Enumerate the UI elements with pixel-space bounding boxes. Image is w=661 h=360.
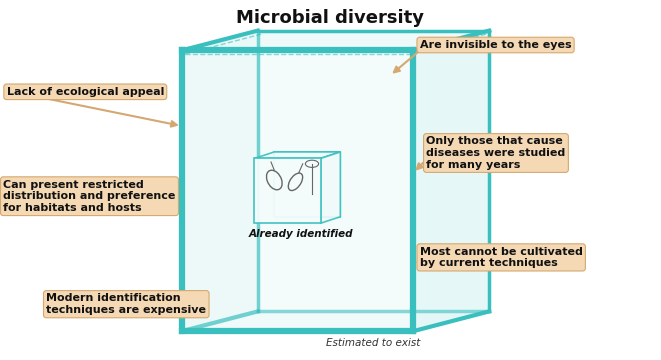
- Polygon shape: [258, 31, 489, 311]
- Polygon shape: [274, 152, 340, 217]
- Text: Modern identification
techniques are expensive: Modern identification techniques are exp…: [46, 293, 206, 315]
- Text: Most cannot be cultivated
by current techniques: Most cannot be cultivated by current tec…: [420, 247, 582, 268]
- Polygon shape: [254, 158, 321, 223]
- Polygon shape: [182, 50, 413, 331]
- Text: Microbial diversity: Microbial diversity: [237, 9, 424, 27]
- Text: Only those that cause
diseases were studied
for many years: Only those that cause diseases were stud…: [426, 136, 566, 170]
- Polygon shape: [413, 31, 489, 331]
- Polygon shape: [254, 152, 340, 158]
- Polygon shape: [182, 311, 489, 331]
- Text: Already identified: Already identified: [249, 229, 353, 239]
- Text: Estimated to exist: Estimated to exist: [327, 338, 420, 348]
- Polygon shape: [182, 31, 258, 331]
- Text: Lack of ecological appeal: Lack of ecological appeal: [7, 87, 164, 97]
- Polygon shape: [321, 152, 340, 223]
- Polygon shape: [182, 31, 489, 50]
- Text: Can present restricted
distribution and preference
for habitats and hosts: Can present restricted distribution and …: [3, 180, 176, 213]
- Text: Are invisible to the eyes: Are invisible to the eyes: [420, 40, 571, 50]
